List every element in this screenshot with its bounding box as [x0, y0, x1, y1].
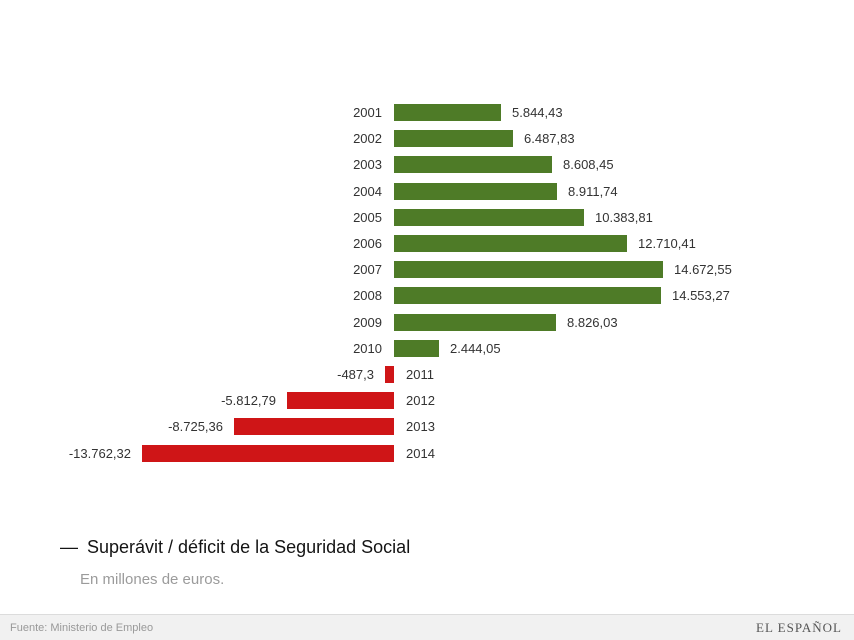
bar-row: 2014 -13.762,32: [0, 445, 854, 462]
year-label: 2002: [353, 131, 382, 146]
legend-title: — Superávit / déficit de la Seguridad Soc…: [60, 537, 410, 558]
positive-bar: [394, 261, 663, 278]
bar-row: 2006 12.710,41: [0, 235, 854, 252]
year-label: 2011: [406, 367, 434, 382]
value-label: 5.844,43: [512, 105, 563, 120]
positive-bar: [394, 314, 556, 331]
year-label: 2001: [353, 105, 382, 120]
positive-bar: [394, 183, 557, 200]
year-label: 2012: [406, 393, 435, 408]
bar-row: 2008 14.553,27: [0, 287, 854, 304]
value-label: 14.553,27: [672, 288, 730, 303]
bar-row: 2010 2.444,05: [0, 340, 854, 357]
footer: Fuente: Ministerio de Empleo EL ESPAÑOL: [0, 614, 854, 640]
bar-row: 2003 8.608,45: [0, 156, 854, 173]
bar-row: 2002 6.487,83: [0, 130, 854, 147]
bar-row: 2011 -487,3: [0, 366, 854, 383]
value-label: 10.383,81: [595, 210, 653, 225]
bar-row: 2004 8.911,74: [0, 183, 854, 200]
legend-marker: —: [60, 537, 78, 557]
year-label: 2010: [353, 341, 382, 356]
year-label: 2004: [353, 184, 382, 199]
bar-row: 2012 -5.812,79: [0, 392, 854, 409]
positive-bar: [394, 235, 627, 252]
bar-row: 2013 -8.725,36: [0, 418, 854, 435]
negative-bar: [234, 418, 394, 435]
value-label: -8.725,36: [168, 419, 223, 434]
positive-bar: [394, 209, 584, 226]
value-label: 2.444,05: [450, 341, 501, 356]
value-label: 12.710,41: [638, 236, 696, 251]
positive-bar: [394, 287, 661, 304]
year-label: 2007: [353, 262, 382, 277]
positive-bar: [394, 156, 552, 173]
legend: — Superávit / déficit de la Seguridad Soc…: [60, 537, 410, 588]
value-label: 14.672,55: [674, 262, 732, 277]
value-label: -13.762,32: [68, 446, 131, 461]
bar-row: 2001 5.844,43: [0, 104, 854, 121]
year-label: 2013: [406, 419, 435, 434]
source-text: Fuente: Ministerio de Empleo: [10, 622, 154, 634]
legend-subtitle: En millones de euros.: [80, 571, 225, 588]
positive-bar: [394, 340, 439, 357]
year-label: 2006: [353, 236, 382, 251]
positive-bar: [394, 104, 501, 121]
value-label: 8.608,45: [563, 157, 614, 172]
year-label: 2003: [353, 157, 382, 172]
bar-chart: 2001 5.844,43 2002 6.487,83 2003 8.608,45 2004…: [0, 104, 854, 476]
negative-bar: [287, 392, 394, 409]
brand-logo: EL ESPAÑOL: [756, 620, 842, 635]
value-label: 6.487,83: [524, 131, 575, 146]
bar-row: 2005 10.383,81: [0, 209, 854, 226]
negative-bar: [385, 366, 394, 383]
positive-bar: [394, 130, 513, 147]
year-label: 2014: [406, 446, 435, 461]
negative-bar: [142, 445, 394, 462]
year-label: 2005: [353, 210, 382, 225]
year-label: 2009: [353, 315, 382, 330]
value-label: -487,3: [337, 367, 374, 382]
bar-row: 2009 8.826,03: [0, 314, 854, 331]
bar-row: 2007 14.672,55: [0, 261, 854, 278]
year-label: 2008: [353, 288, 382, 303]
value-label: 8.911,74: [568, 184, 618, 199]
value-label: -5.812,79: [221, 393, 276, 408]
legend-title-text: Superávit / déficit de la Seguridad Soci…: [87, 537, 411, 557]
value-label: 8.826,03: [567, 315, 618, 330]
